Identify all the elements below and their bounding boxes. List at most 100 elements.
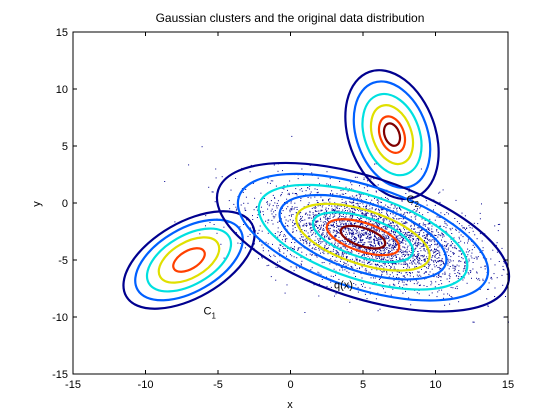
scatter-point	[408, 191, 410, 193]
scatter-point	[378, 211, 380, 213]
scatter-point	[444, 214, 446, 216]
scatter-point	[428, 227, 430, 229]
scatter-point	[445, 223, 447, 225]
scatter-point	[443, 263, 445, 265]
scatter-point	[371, 236, 372, 238]
scatter-point	[377, 264, 378, 266]
scatter-point	[441, 232, 443, 234]
scatter-point	[417, 275, 419, 277]
scatter-point	[458, 265, 460, 267]
scatter-point	[367, 208, 369, 210]
scatter-point	[252, 219, 254, 220]
scatter-point	[396, 277, 398, 279]
scatter-point	[318, 247, 320, 249]
scatter-point	[466, 228, 468, 229]
scatter-point	[420, 168, 422, 170]
scatter-point	[396, 228, 398, 230]
scatter-point	[358, 247, 360, 249]
scatter-point	[390, 260, 392, 262]
scatter-point	[319, 238, 321, 240]
scatter-point	[375, 282, 377, 284]
scatter-point	[468, 260, 470, 262]
scatter-point	[359, 238, 361, 240]
scatter-point	[361, 217, 363, 219]
scatter-point	[283, 247, 285, 249]
scatter-point	[439, 268, 441, 270]
scatter-point	[394, 215, 396, 217]
scatter-point	[335, 250, 337, 252]
scatter-point	[308, 235, 309, 237]
scatter-point	[332, 231, 334, 233]
scatter-point	[367, 261, 369, 263]
scatter-point	[374, 277, 376, 279]
scatter-point	[379, 278, 381, 279]
scatter-point	[431, 259, 433, 261]
scatter-point	[362, 243, 364, 245]
scatter-point	[315, 246, 317, 248]
scatter-point	[475, 256, 477, 258]
scatter-point	[373, 251, 375, 253]
scatter-point	[402, 242, 404, 244]
scatter-point	[392, 245, 394, 247]
scatter-point	[482, 257, 484, 259]
scatter-point	[338, 254, 340, 256]
scatter-point	[415, 241, 417, 243]
scatter-point	[376, 237, 377, 239]
scatter-point	[377, 238, 379, 240]
scatter-point	[272, 180, 274, 182]
scatter-point	[386, 210, 388, 212]
scatter-point	[336, 193, 338, 195]
scatter-point	[366, 186, 368, 188]
scatter-point	[344, 234, 346, 236]
scatter-point	[378, 237, 380, 239]
scatter-point	[387, 214, 388, 216]
scatter-point	[467, 251, 469, 253]
scatter-point	[383, 257, 385, 259]
scatter-point	[362, 239, 364, 241]
scatter-point	[318, 210, 320, 212]
scatter-point	[373, 220, 375, 222]
scatter-point	[354, 240, 356, 242]
scatter-point	[342, 220, 344, 222]
scatter-point	[378, 242, 379, 244]
scatter-point	[266, 265, 268, 267]
scatter-point	[408, 212, 410, 214]
scatter-point	[220, 243, 222, 245]
scatter-point	[353, 204, 354, 206]
scatter-point	[284, 241, 286, 243]
scatter-point	[356, 197, 358, 199]
scatter-point	[367, 180, 368, 182]
scatter-point	[317, 227, 319, 229]
scatter-point	[315, 207, 317, 209]
y-tick-label: 15	[56, 27, 68, 39]
scatter-point	[426, 234, 428, 236]
scatter-point	[358, 231, 360, 233]
scatter-point	[429, 264, 431, 266]
scatter-point	[267, 182, 269, 184]
scatter-point	[301, 260, 303, 262]
scatter-point	[364, 293, 366, 295]
scatter-point	[416, 257, 418, 259]
scatter-point	[439, 252, 441, 254]
scatter-point	[292, 248, 293, 249]
scatter-point	[365, 221, 367, 223]
scatter-point	[409, 275, 411, 277]
scatter-point	[321, 233, 323, 235]
scatter-point	[386, 212, 387, 214]
scatter-point	[352, 267, 354, 269]
scatter-point	[332, 276, 334, 278]
scatter-point	[426, 249, 428, 250]
scatter-point	[269, 254, 270, 256]
scatter-point	[423, 249, 425, 251]
scatter-point	[376, 264, 378, 266]
scatter-point	[301, 188, 303, 190]
scatter-point	[381, 208, 383, 210]
scatter-point	[484, 268, 486, 270]
scatter-point	[340, 224, 342, 226]
scatter-point	[309, 193, 311, 195]
scatter-point	[386, 242, 388, 244]
scatter-point	[381, 231, 383, 233]
contour-level	[311, 211, 415, 264]
scatter-point	[373, 240, 375, 242]
scatter-point	[356, 250, 358, 252]
